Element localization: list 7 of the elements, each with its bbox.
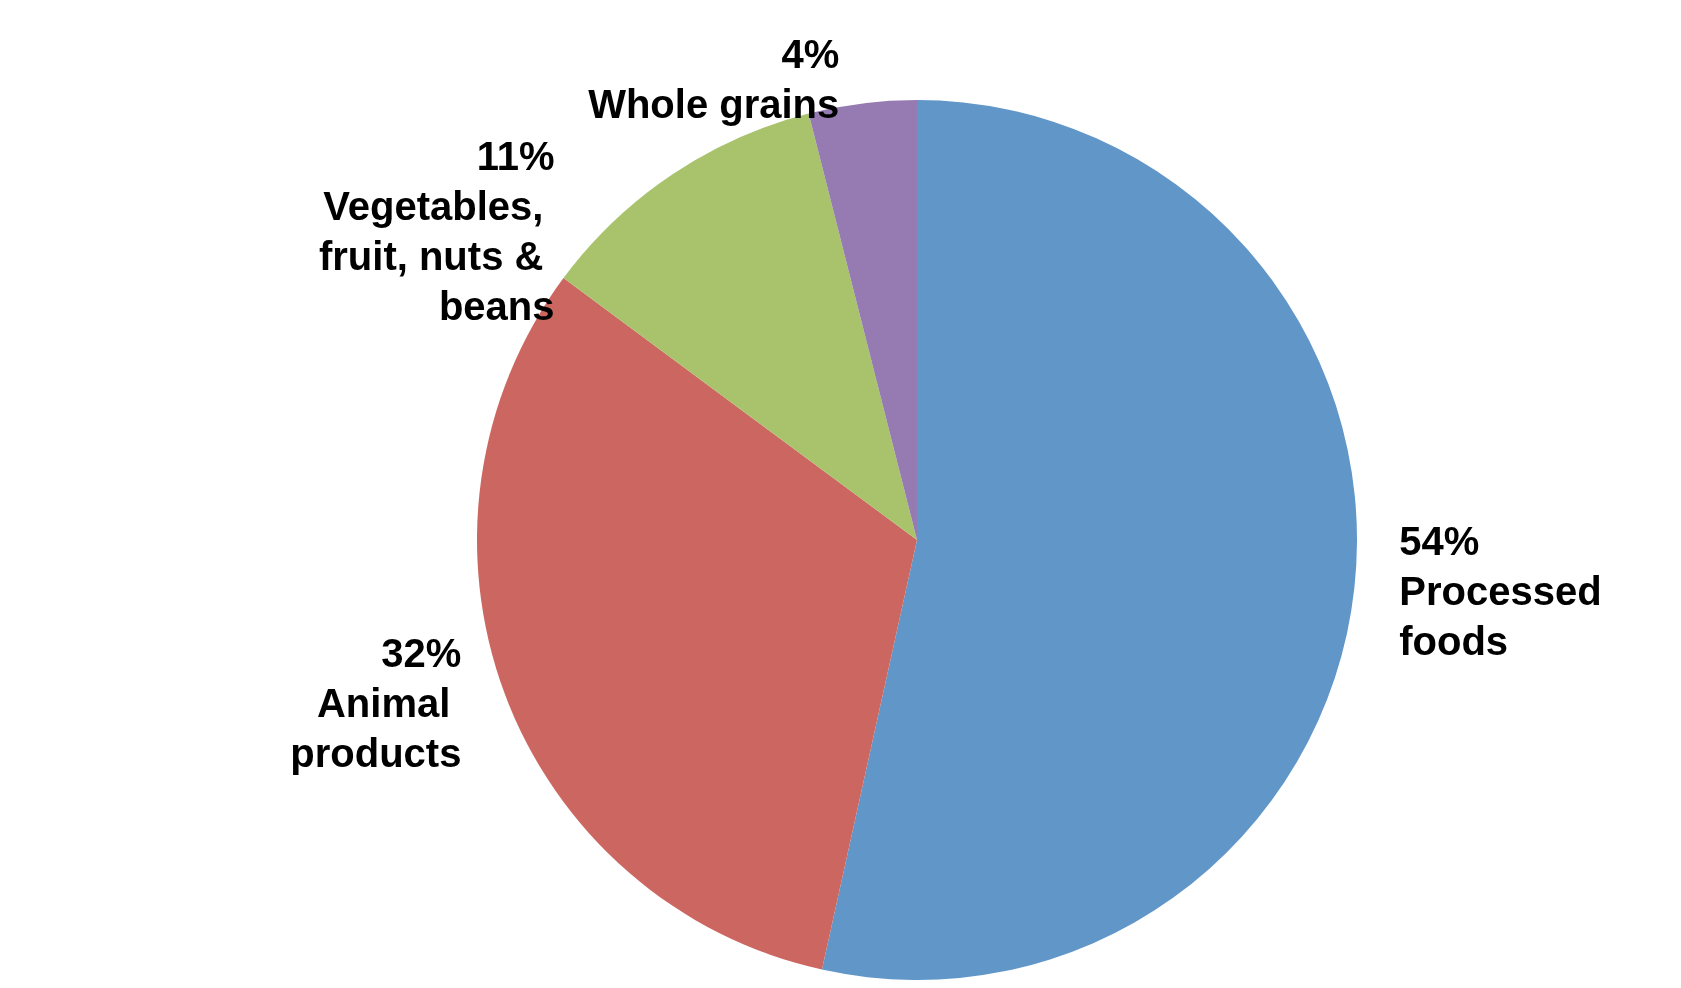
slice-label: Whole grains: [588, 81, 840, 126]
slice-label: Processed foods: [1399, 568, 1613, 663]
data-label: 32%: [381, 630, 462, 675]
slice-label: Animal products: [290, 680, 462, 775]
data-label: 11%: [476, 133, 555, 178]
data-label: 54%: [1399, 518, 1480, 563]
data-label: 4%: [781, 31, 840, 76]
